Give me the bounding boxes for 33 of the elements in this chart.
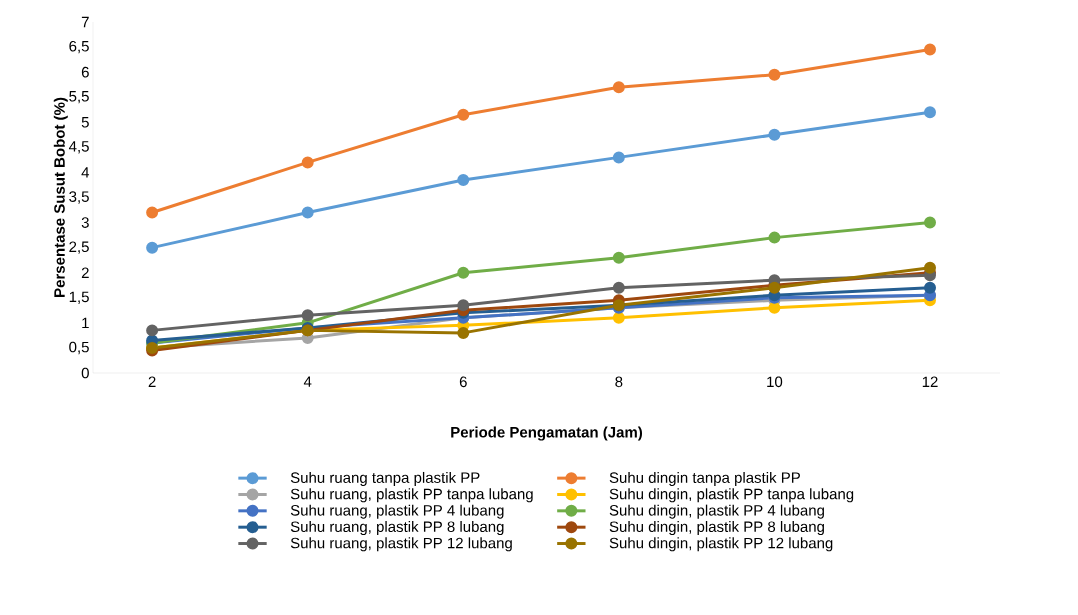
y-tick-label: 3,5 [69, 191, 89, 204]
legend-label: Suhu ruang, plastik PP 8 lubang [290, 520, 504, 535]
y-tick-label: 0 [81, 367, 89, 379]
y-tick-label: 2 [81, 267, 89, 278]
legend-label: Suhu ruang, plastik PP 12 lubang [290, 537, 512, 552]
y-tick-label: 4 [81, 167, 90, 178]
legend-label: Suhu dingin, plastik PP 12 lubang [609, 537, 833, 552]
y-tick-label: 6,5 [69, 40, 89, 54]
legend-label: Suhu dingin, plastik PP 4 lubang [609, 504, 824, 519]
legend-label: Suhu dingin, plastik PP 8 lubang [609, 520, 824, 535]
legend-label: Suhu dingin tanpa plastik PP [609, 471, 800, 486]
legend-label: Suhu ruang, plastik PP tanpa lubang [290, 488, 533, 503]
x-tick-label: 6 [459, 376, 467, 388]
x-tick-label: 10 [767, 376, 783, 388]
y-tick-label: 7 [81, 16, 89, 28]
x-tick-label: 2 [148, 376, 156, 387]
x-axis-title: Periode Pengamatan (Jam) [451, 426, 643, 441]
y-tick-label: 6 [81, 66, 89, 78]
y-tick-label: 5 [81, 117, 89, 128]
y-tick-label: 4,5 [68, 141, 89, 154]
y-tick-label: 0,5 [69, 341, 89, 355]
y-tick-label: 2,5 [69, 241, 89, 254]
x-tick-label: 4 [303, 376, 312, 387]
legend-label: Suhu dingin, plastik PP tanpa lubang [609, 488, 854, 503]
x-tick-label: 8 [615, 376, 623, 388]
x-tick-label: 12 [922, 376, 938, 387]
y-tick-label: 3 [81, 217, 89, 228]
legend-label: Suhu ruang tanpa plastik PP [290, 471, 480, 486]
legend-label: Suhu ruang, plastik PP 4 lubang [290, 504, 504, 519]
y-tick-label: 1 [82, 317, 89, 329]
y-tick-label: 5,5 [69, 91, 89, 104]
y-tick-label: 1,5 [69, 291, 89, 304]
y-axis-title: Persentase Susut Bobot (%) [53, 97, 68, 297]
